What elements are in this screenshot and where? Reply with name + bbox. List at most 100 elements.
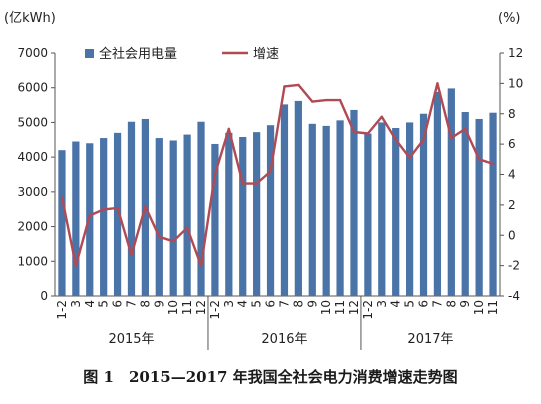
left-tick-label: 6000 [17, 81, 48, 95]
bar [155, 138, 163, 296]
right-tick-label: 12 [508, 46, 523, 60]
line-point [394, 138, 397, 141]
bar [447, 88, 455, 296]
line-point [436, 82, 439, 85]
left-tick-label: 5000 [17, 115, 48, 129]
x-tick-label: 5 [97, 300, 111, 308]
line-point [477, 158, 481, 161]
line-point [60, 196, 64, 199]
bar [169, 140, 177, 296]
line-point [102, 208, 105, 211]
line-point [324, 98, 328, 102]
x-tick-label: 10 [472, 300, 486, 315]
bar [183, 134, 191, 296]
x-tick-label: 3 [69, 300, 83, 308]
line-point [144, 205, 147, 208]
line-point [283, 85, 286, 88]
right-tick-label: -4 [508, 289, 520, 303]
bar [350, 109, 358, 296]
line-point [74, 264, 78, 267]
x-tick-label: 6 [111, 300, 125, 308]
x-tick-label: 7 [430, 300, 444, 308]
right-tick-label: 6 [508, 137, 516, 151]
right-tick-label: 10 [508, 76, 523, 90]
bar [378, 122, 386, 296]
line-point [366, 132, 370, 135]
figure-caption: 图 1 2015—2017 年我国全社会电力消费增速走势图 [83, 368, 458, 386]
bar [392, 127, 400, 297]
x-tick-label: 6 [417, 300, 431, 308]
x-tick-label: 1-2 [208, 300, 222, 320]
x-tick-label: 8 [138, 300, 152, 308]
bar [100, 138, 108, 296]
chart-legend: 全社会用电量 增速 [85, 46, 279, 62]
line-point [408, 156, 411, 159]
line-point [199, 264, 203, 267]
left-tick-label: 0 [40, 289, 48, 303]
x-tick-label: 12 [194, 300, 208, 315]
x-tick-label: 3 [222, 300, 236, 308]
x-tick-label: 10 [319, 300, 333, 315]
right-tick-label: 0 [508, 228, 516, 242]
x-tick-label: 1-2 [361, 300, 375, 320]
x-tick-label: 8 [291, 300, 305, 308]
bar [405, 122, 414, 296]
x-tick-label: 9 [305, 300, 319, 308]
line-series [60, 82, 495, 267]
left-tick-label: 1000 [17, 254, 48, 268]
legend-bar-swatch [85, 49, 94, 58]
x-tick-label: 3 [375, 300, 389, 308]
bar [461, 112, 469, 296]
x-tick-label: 10 [166, 300, 180, 315]
bar [364, 133, 372, 296]
line-point [88, 214, 91, 217]
bar [336, 120, 344, 297]
right-tick-label: 4 [508, 168, 516, 182]
year-label: 2016年 [261, 332, 307, 347]
left-tick-label: 3000 [17, 185, 48, 199]
legend-bar-label: 全社会用电量 [99, 46, 177, 62]
line-point [213, 173, 217, 176]
line-point [422, 138, 425, 141]
bar [322, 125, 330, 297]
bar [58, 150, 66, 296]
line-point [227, 127, 231, 131]
right-tick-label: 8 [508, 107, 516, 121]
bar [239, 137, 247, 296]
legend-line-label: 增速 [253, 47, 279, 62]
year-label: 2017年 [407, 332, 453, 347]
right-tick-label: -2 [508, 259, 520, 273]
line-point [352, 130, 356, 134]
bar [211, 143, 219, 296]
x-tick-label: 12 [347, 300, 361, 315]
right-tick-label: 2 [508, 198, 516, 212]
left-tick-label: 2000 [17, 220, 48, 234]
bar-series [58, 88, 497, 297]
x-tick-label: 8 [444, 300, 458, 308]
x-tick-label: 9 [458, 300, 472, 308]
line-point [311, 100, 314, 103]
right-axis-unit: (%) [498, 11, 521, 26]
x-tick-label: 11 [333, 300, 347, 315]
x-tick-label: 5 [250, 300, 264, 308]
line-point [491, 162, 495, 166]
line-point [241, 182, 244, 185]
line-point [255, 182, 258, 185]
x-tick-label: 4 [83, 300, 97, 308]
line-point [450, 136, 453, 140]
x-tick-label: 7 [277, 300, 291, 308]
growth-line [60, 82, 494, 267]
bar [433, 91, 442, 296]
x-tick-label: 9 [152, 300, 166, 308]
x-tick-label: 11 [180, 300, 194, 315]
x-tick-label: 5 [403, 300, 417, 308]
bar [280, 104, 289, 297]
chart-labels: 0 1000 2000 3000 4000 5000 6000 7000 -4 -2 0 2 4 6 8 10… [4, 11, 523, 347]
bar [72, 141, 80, 296]
left-tick-label: 4000 [17, 150, 48, 164]
bar [419, 113, 428, 296]
bar [475, 118, 483, 296]
line-point [269, 170, 272, 173]
left-tick-label: 7000 [17, 46, 48, 60]
x-tick-label: 4 [389, 300, 403, 308]
